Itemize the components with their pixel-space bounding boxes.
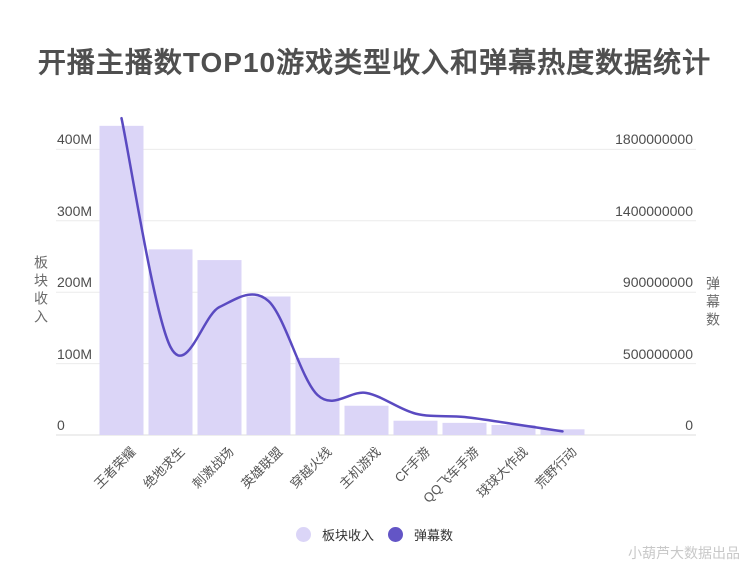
y-right-tick-label: 0 [685, 417, 693, 433]
y-left-tick-label: 200M [57, 274, 93, 291]
legend-label: 板块收入 [321, 528, 374, 543]
legend-label: 弹幕数 [414, 528, 454, 543]
y-left-tick-label: 0 [57, 417, 65, 433]
bar-QQ飞车手游 [442, 422, 487, 435]
left-axis-title: 板块收入 [33, 255, 49, 327]
bar-主机游戏 [344, 405, 389, 435]
bar-球球大作战 [491, 425, 536, 435]
bar-绝地求生 [148, 249, 193, 435]
y-right-tick-label: 1400000000 [615, 202, 693, 219]
bar-刺激战场 [197, 260, 242, 435]
y-left-tick-label: 300M [57, 202, 93, 219]
legend-item-bar-revenue[interactable]: 板块收入 [295, 525, 374, 544]
y-right-tick-label: 900000000 [622, 274, 693, 291]
y-left-tick-label: 100M [57, 345, 93, 362]
bar-CF手游 [393, 420, 438, 435]
y-left-tick-label: 400M [57, 131, 93, 148]
legend-dot-1 [388, 527, 403, 542]
y-right-tick-label: 1800000000 [615, 131, 693, 148]
y-right-tick-label: 500000000 [622, 345, 693, 362]
chart-title: 开播主播数TOP10游戏类型收入和弹幕热度数据统计 [37, 47, 712, 78]
danmaku-line [120, 116, 564, 433]
legend-dot-0 [295, 527, 311, 542]
right-axis-title: 弹幕数 [705, 276, 721, 330]
bar-英雄联盟 [246, 296, 291, 435]
bar-王者荣耀 [99, 125, 144, 435]
legend-item-danmaku[interactable]: 弹幕数 [388, 525, 453, 544]
watermark: 小葫芦大数据出品 [628, 545, 740, 561]
legend: 板块收入 弹幕数 [0, 525, 749, 544]
